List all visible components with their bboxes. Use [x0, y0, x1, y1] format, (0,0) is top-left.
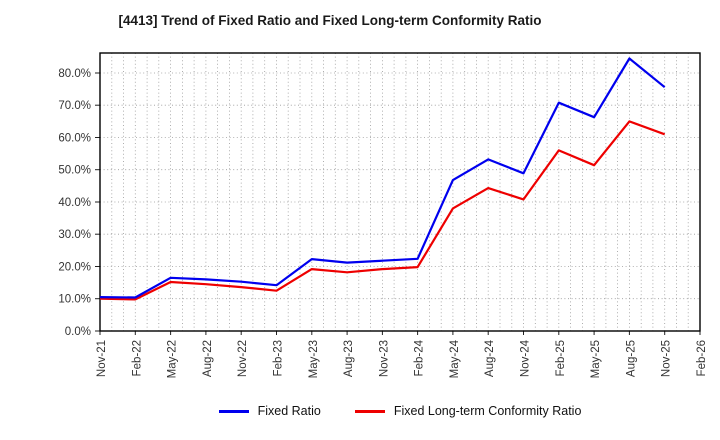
legend-label-fixed-longterm: Fixed Long-term Conformity Ratio: [393, 404, 582, 418]
svg-text:Aug-25: Aug-25: [625, 340, 637, 377]
svg-text:Nov-25: Nov-25: [661, 340, 673, 377]
svg-text:80.0%: 80.0%: [58, 68, 91, 80]
svg-text:May-25: May-25: [590, 340, 602, 378]
legend-item-fixed-longterm: Fixed Long-term Conformity Ratio: [354, 404, 582, 418]
svg-text:Nov-23: Nov-23: [378, 340, 390, 377]
svg-text:Aug-23: Aug-23: [343, 340, 355, 377]
legend-label-fixed-ratio: Fixed Ratio: [257, 404, 321, 418]
svg-text:May-24: May-24: [449, 339, 461, 378]
legend-line-fixed-ratio: [218, 409, 249, 413]
legend: Fixed Ratio Fixed Long-term Conformity R…: [100, 404, 700, 418]
svg-text:60.0%: 60.0%: [58, 133, 91, 145]
svg-text:Feb-23: Feb-23: [273, 340, 285, 376]
svg-text:Nov-22: Nov-22: [237, 340, 249, 377]
chart-title: [4413] Trend of Fixed Ratio and Fixed Lo…: [118, 13, 542, 28]
svg-text:Nov-21: Nov-21: [96, 340, 108, 377]
svg-text:Feb-22: Feb-22: [131, 340, 143, 376]
svg-text:May-23: May-23: [308, 340, 320, 378]
legend-line-fixed-longterm: [354, 409, 385, 413]
svg-text:70.0%: 70.0%: [58, 100, 91, 112]
svg-text:Feb-25: Feb-25: [555, 340, 567, 376]
svg-text:0.0%: 0.0%: [65, 326, 91, 338]
svg-text:30.0%: 30.0%: [58, 229, 91, 241]
svg-text:Feb-26: Feb-26: [696, 340, 708, 376]
svg-text:10.0%: 10.0%: [58, 294, 91, 306]
svg-text:20.0%: 20.0%: [58, 262, 91, 274]
svg-text:Aug-22: Aug-22: [202, 340, 214, 377]
svg-text:May-22: May-22: [167, 340, 179, 378]
svg-text:40.0%: 40.0%: [58, 197, 91, 209]
svg-text:Feb-24: Feb-24: [414, 339, 426, 376]
svg-text:Nov-24: Nov-24: [520, 339, 532, 377]
legend-item-fixed-ratio: Fixed Ratio: [218, 404, 321, 418]
svg-text:Aug-24: Aug-24: [484, 339, 496, 377]
svg-text:50.0%: 50.0%: [58, 165, 91, 177]
